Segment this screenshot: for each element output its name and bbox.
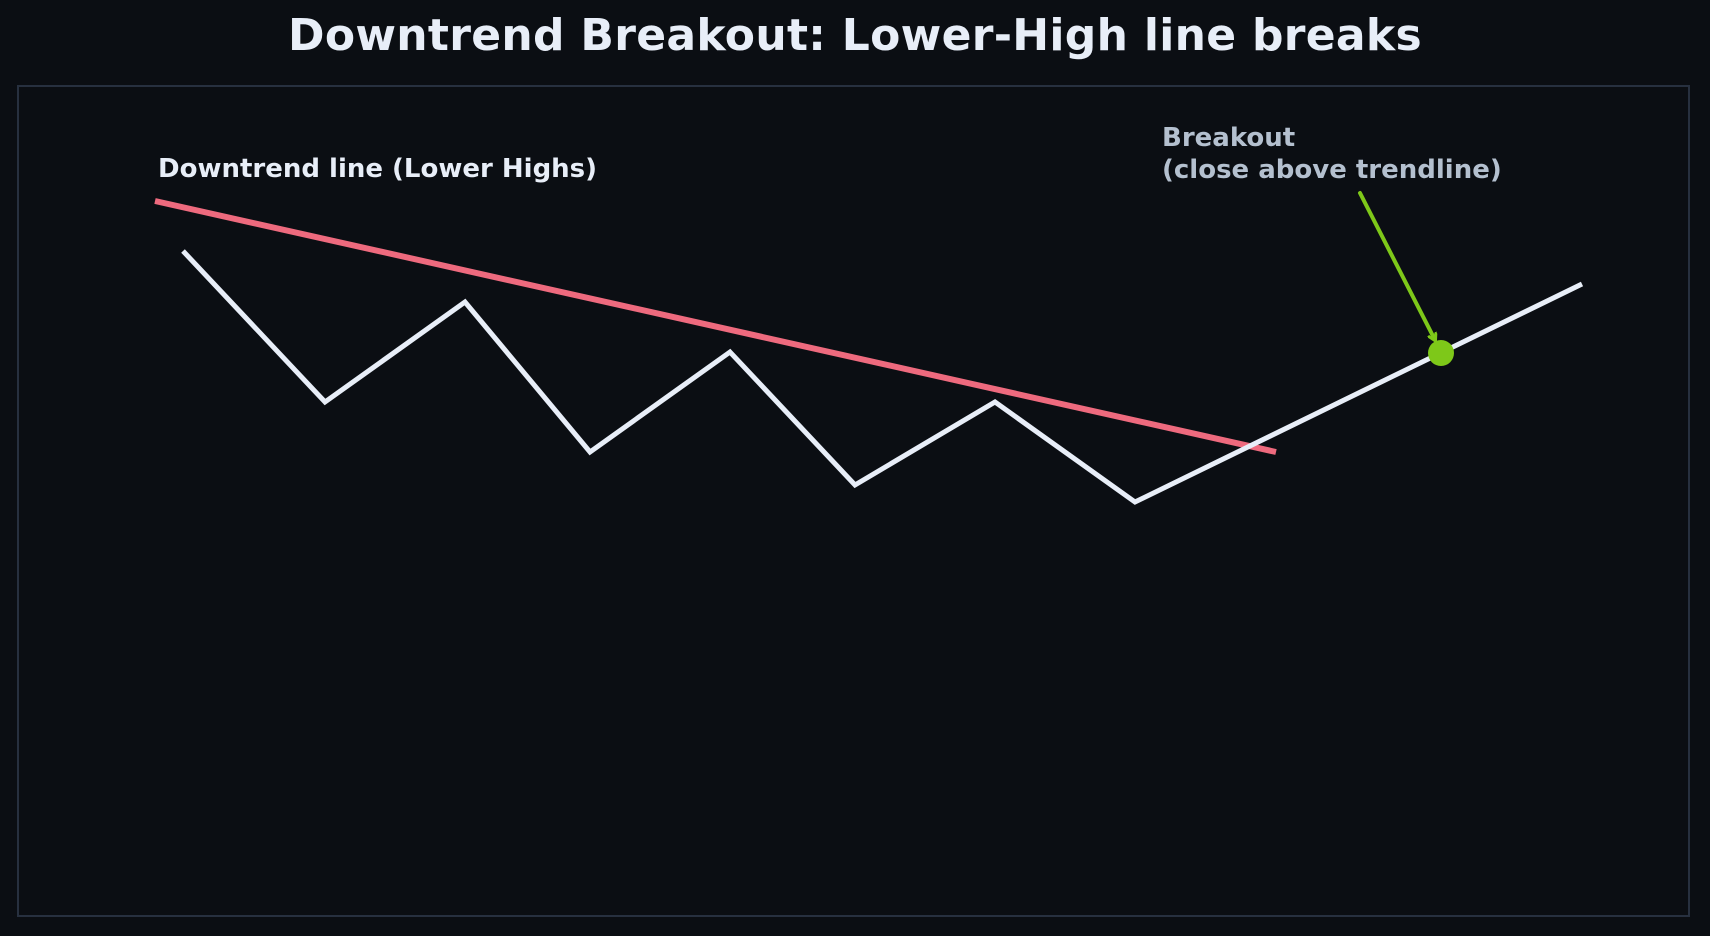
breakout-label-line2: (close above trendline) [1162, 155, 1502, 185]
breakout-arrow [1358, 191, 1435, 340]
breakout-marker [1428, 340, 1454, 366]
price-line [181, 249, 1584, 505]
chart-title: Downtrend Breakout: Lower-High line brea… [288, 10, 1422, 61]
downtrend-line [154, 198, 1277, 455]
trendline-label: Downtrend line (Lower Highs) [158, 154, 597, 184]
plot-area-frame [17, 85, 1690, 917]
breakout-label-line1: Breakout [1162, 123, 1295, 153]
